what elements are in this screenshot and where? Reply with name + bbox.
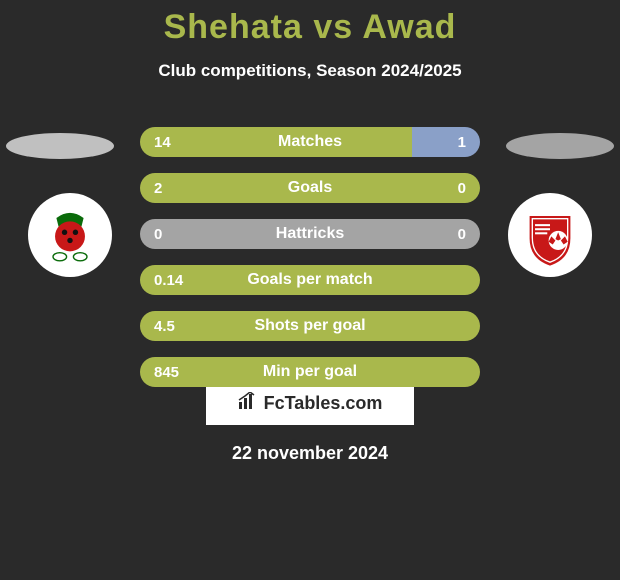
stat-bar-right — [412, 127, 480, 157]
stat-row: 845 Min per goal — [140, 357, 480, 387]
comparison-title: Shehata vs Awad — [0, 0, 620, 47]
stat-value-right: 1 — [458, 134, 466, 151]
team-left-crest — [28, 193, 112, 277]
crest-left-icon — [36, 201, 104, 269]
stat-value-right: 0 — [458, 226, 466, 243]
stat-row: 2 0 Goals — [140, 173, 480, 203]
team-right-crest — [508, 193, 592, 277]
stat-bars: 14 1 Matches 2 0 Goals 0 0 Hattricks 0.14 Goals pe… — [140, 127, 480, 403]
stat-label: Goals — [288, 179, 332, 197]
crest-right-icon — [516, 201, 584, 269]
comparison-date: 22 november 2024 — [0, 443, 620, 464]
stat-value-left: 2 — [154, 180, 162, 197]
stat-label: Goals per match — [247, 271, 372, 289]
team-left-base — [6, 133, 114, 159]
stat-value-left: 845 — [154, 364, 179, 381]
comparison-subtitle: Club competitions, Season 2024/2025 — [0, 61, 620, 81]
stat-label: Shots per goal — [254, 317, 365, 335]
chart-area: 14 1 Matches 2 0 Goals 0 0 Hattricks 0.14 Goals pe… — [0, 109, 620, 369]
stat-value-left: 0.14 — [154, 272, 183, 289]
stat-label: Hattricks — [276, 225, 344, 243]
stat-row: 0.14 Goals per match — [140, 265, 480, 295]
stat-bar-left — [140, 127, 412, 157]
stat-row: 4.5 Shots per goal — [140, 311, 480, 341]
stat-value-left: 0 — [154, 226, 162, 243]
stat-row: 0 0 Hattricks — [140, 219, 480, 249]
stat-value-left: 4.5 — [154, 318, 175, 335]
team-right-base — [506, 133, 614, 159]
stat-value-right: 0 — [458, 180, 466, 197]
stat-row: 14 1 Matches — [140, 127, 480, 157]
stat-value-left: 14 — [154, 134, 171, 151]
stat-label: Min per goal — [263, 363, 357, 381]
stat-label: Matches — [278, 133, 342, 151]
